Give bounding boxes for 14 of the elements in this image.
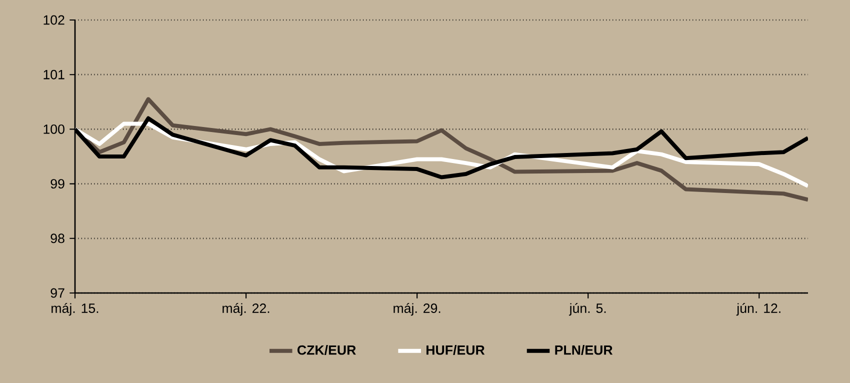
y-tick-label: 98 (50, 234, 64, 244)
y-tick-label: 97 (50, 288, 64, 298)
y-tick-label: 100 (44, 124, 64, 134)
y-tick-label: 102 (44, 15, 64, 25)
x-tick-label: máj. 15. (52, 303, 98, 316)
x-tick-label: máj. 22. (222, 303, 270, 316)
x-tick-label: jún. 12. (736, 303, 780, 316)
legend-label: CZK/EUR (297, 345, 356, 355)
x-tick-label: jún. 5. (568, 303, 606, 316)
y-tick-label: 101 (44, 70, 64, 80)
legend-label: HUF/EUR (426, 345, 485, 355)
x-tick-label: máj. 29. (394, 303, 440, 316)
y-tick-label: 99 (50, 179, 64, 189)
legend-label: PLN/EUR (555, 345, 613, 355)
